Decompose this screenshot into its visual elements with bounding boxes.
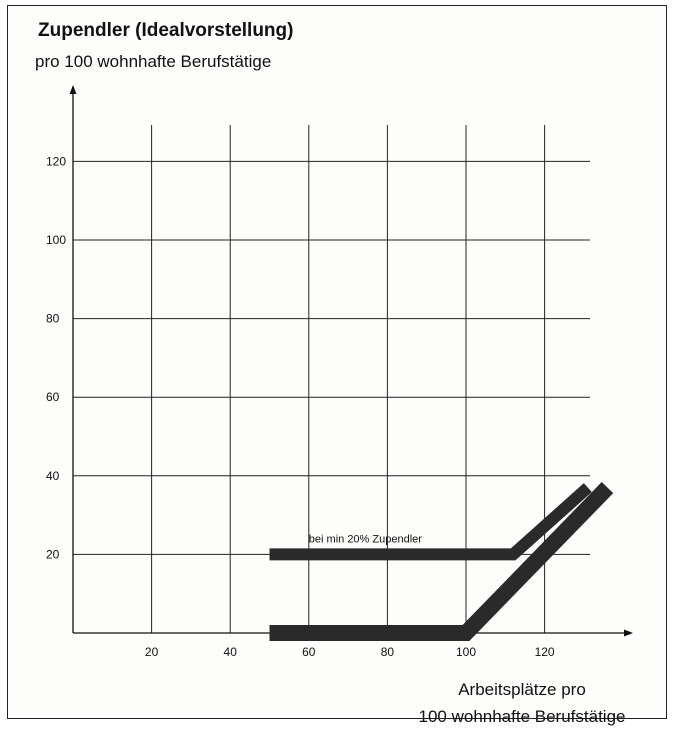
chart-title: Zupendler (Idealvorstellung) (38, 20, 294, 41)
x-tick-label: 60 (302, 645, 316, 659)
series-line (269, 482, 614, 641)
y-tick-label: 60 (46, 390, 60, 404)
series-line (269, 483, 592, 561)
y-tick-label: 80 (46, 312, 60, 326)
y-tick-label: 20 (46, 547, 60, 561)
x-tick-label: 20 (145, 645, 159, 659)
annotation-label: bei min 20% Zupendler (309, 533, 422, 545)
chart-frame (7, 5, 667, 719)
x-tick-label: 120 (535, 645, 555, 659)
y-tick-label: 120 (46, 154, 66, 168)
y-tick-label: 100 (46, 233, 66, 247)
chart-subtitle: pro 100 wohnhafte Berufstätige (35, 52, 272, 71)
y-tick-label: 40 (46, 469, 60, 483)
y-axis-arrowhead (69, 85, 77, 94)
x-tick-label: 40 (224, 645, 238, 659)
x-tick-label: 100 (456, 645, 476, 659)
x-axis-label: Arbeitsplätze pro 100 wohnhafte Berufstä… (418, 680, 626, 726)
x-tick-label: 80 (381, 645, 395, 659)
x-axis-arrowhead (624, 629, 633, 637)
